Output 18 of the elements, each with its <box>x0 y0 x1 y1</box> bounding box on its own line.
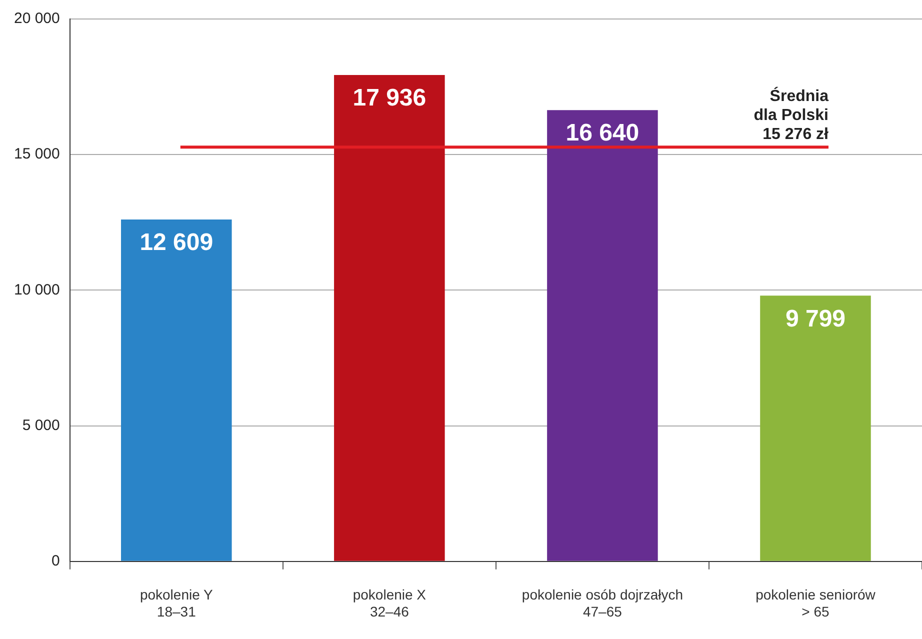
data-label: 16 640 <box>566 120 640 147</box>
x-tick-label: pokolenie osób dojrzałych 47–65 <box>522 586 684 620</box>
data-label: 17 936 <box>352 84 426 112</box>
y-tick-label: 15 000 <box>14 146 60 163</box>
x-tick-label: pokolenie Y 18–31 <box>140 586 214 620</box>
data-label: 9 799 <box>785 305 846 332</box>
y-tick-label: 10 000 <box>14 281 60 298</box>
bar <box>547 110 658 561</box>
x-tick-label: pokolenie X 32–46 <box>352 586 427 620</box>
data-label: 12 609 <box>140 229 214 256</box>
y-tick-label: 20 000 <box>14 10 60 28</box>
y-tick-label: 0 <box>52 552 60 570</box>
y-tick-label: 5 000 <box>22 416 60 434</box>
bar <box>121 219 232 561</box>
x-tick-label: pokolenie seniorów > 65 <box>756 586 876 620</box>
bar <box>760 296 871 561</box>
ref-line-label: Średnia dla Polski 15 276 zł <box>754 86 830 144</box>
bar <box>334 74 445 561</box>
